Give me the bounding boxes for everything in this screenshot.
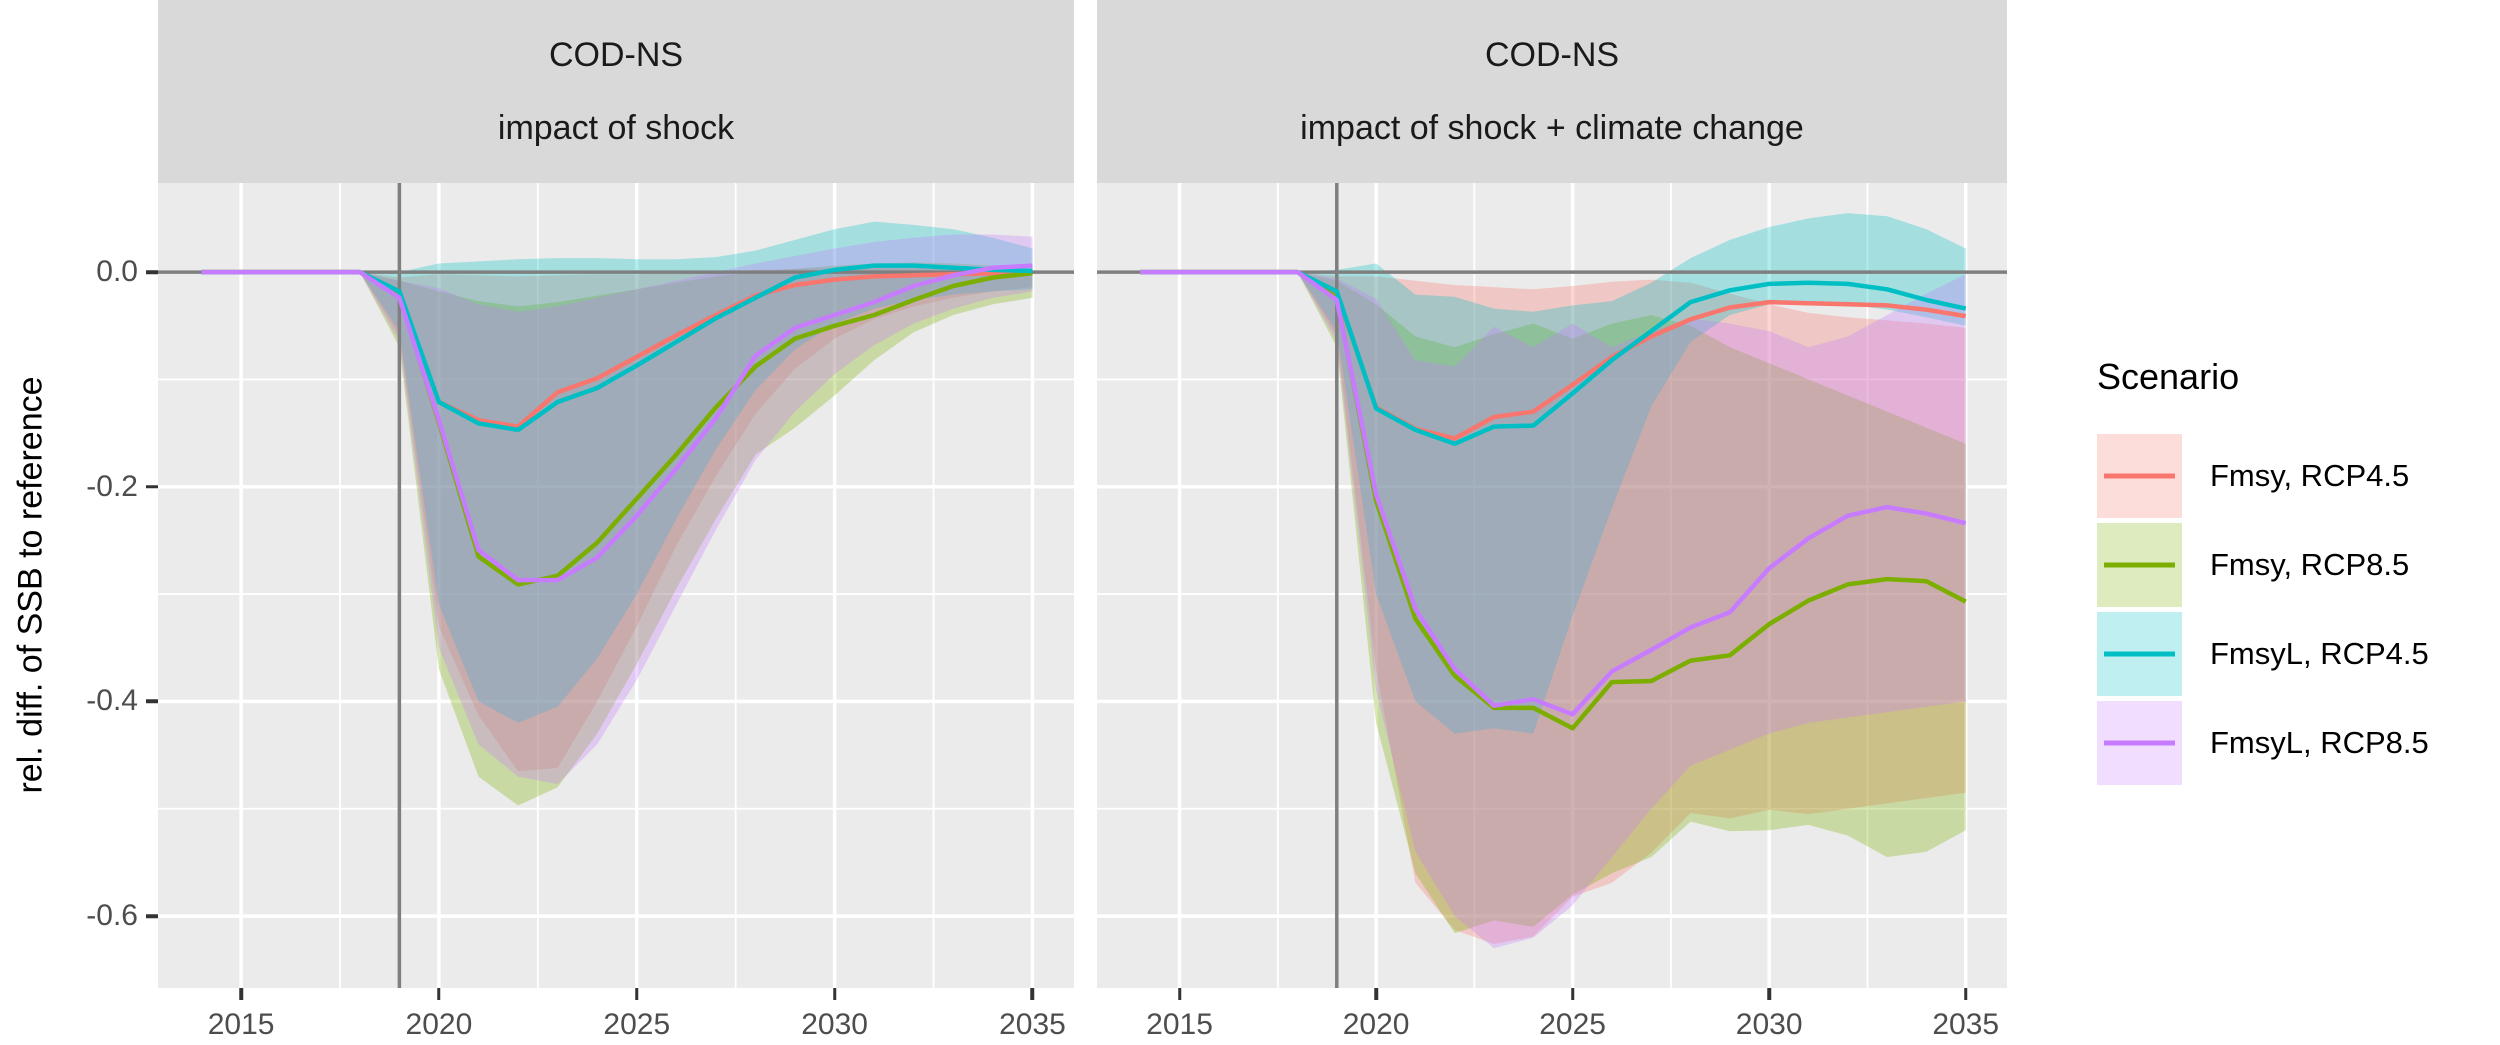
x-tick-label: 2025 (1539, 1008, 1606, 1041)
legend-key-swatch (2097, 434, 2182, 518)
ribbon-FmsyL, RCP8.5 (201, 234, 1033, 785)
facet-strip-left-line2: impact of shock (497, 109, 735, 148)
legend-key-line-icon (2103, 562, 2176, 568)
x-tick-label: 2030 (801, 1008, 868, 1041)
legend-key-line-icon (2103, 473, 2176, 479)
legend-label: Fmsy, RCP4.5 (2210, 458, 2410, 493)
legend-key-line-icon (2103, 740, 2176, 746)
plot-panel-left (158, 183, 1074, 988)
x-tick-mark (635, 988, 639, 1000)
x-tick-label: 2015 (1146, 1008, 1213, 1041)
y-tick-label: -0.4 (86, 684, 138, 718)
legend-title: Scenario (2097, 356, 2240, 397)
legend-entry: Fmsy, RCP4.5 (2097, 434, 2497, 518)
legend-key-swatch (2097, 701, 2182, 785)
x-tick-mark (1177, 988, 1182, 1000)
legend-key-swatch (2097, 523, 2182, 607)
series-line-FmsyL, RCP8.5 (1140, 269, 1967, 717)
ribbon-Fmsy, RCP8.5 (1140, 272, 1966, 934)
facet-strip-right-line1: COD-NS (1484, 35, 1620, 74)
x-tick-mark (1374, 988, 1378, 1000)
facet-strip-right-line2: impact of shock + climate change (1300, 109, 1804, 148)
x-tick-label: 2035 (999, 1008, 1066, 1041)
panel-svg-right (1097, 183, 2007, 988)
x-tick-label: 2020 (405, 1008, 473, 1041)
x-tick-label: 2025 (603, 1008, 671, 1041)
x-tick-mark (1767, 988, 1771, 1000)
legend-entry: FmsyL, RCP4.5 (2097, 612, 2497, 696)
x-tick-mark (1030, 988, 1035, 1000)
facet-strip-right: COD-NS impact of shock + climate change (1097, 0, 2007, 183)
legend-label: FmsyL, RCP8.5 (2210, 725, 2429, 760)
y-tick-mark (146, 914, 158, 918)
y-tick-label: -0.2 (86, 469, 138, 503)
facet-strip-left: COD-NS impact of shock (158, 0, 1074, 183)
x-tick-mark (239, 988, 243, 1000)
legend-entry: Fmsy, RCP8.5 (2097, 523, 2497, 607)
x-tick-label: 2035 (1932, 1008, 2000, 1041)
legend-key-swatch (2097, 612, 2182, 696)
legend-label: FmsyL, RCP4.5 (2210, 636, 2429, 671)
legend-entry: FmsyL, RCP8.5 (2097, 701, 2497, 785)
legend-label: Fmsy, RCP8.5 (2210, 547, 2410, 582)
plot-panel-right (1097, 183, 2007, 988)
y-tick-mark (146, 699, 158, 704)
facet-strip-left-line1: COD-NS (548, 35, 684, 74)
y-tick-label: 0.0 (96, 255, 138, 289)
series-line-FmsyL, RCP8.5 (201, 263, 1033, 583)
y-tick-mark (146, 485, 158, 489)
panel-svg-left (158, 183, 1074, 988)
legend: Scenario Fmsy, RCP4.5 Fmsy, RCP8.5 FmsyL… (2097, 356, 2497, 790)
x-tick-mark (1963, 988, 1968, 1000)
ribbon-FmsyL, RCP8.5 (1140, 272, 1966, 949)
x-tick-mark (832, 988, 837, 1000)
legend-key-line-icon (2103, 651, 2176, 657)
x-tick-label: 2015 (207, 1008, 275, 1041)
x-tick-label: 2030 (1735, 1008, 1803, 1041)
ribbon-Fmsy, RCP4.5 (1140, 272, 1966, 945)
y-tick-mark (146, 270, 158, 274)
y-axis-title: rel. diff. of SSB to reference (11, 376, 50, 794)
x-tick-mark (437, 988, 441, 1000)
y-tick-label: -0.6 (86, 899, 138, 933)
x-tick-label: 2020 (1342, 1008, 1410, 1041)
x-tick-mark (1570, 988, 1575, 1000)
ribbon-FmsyL, RCP4.5 (201, 221, 1033, 723)
